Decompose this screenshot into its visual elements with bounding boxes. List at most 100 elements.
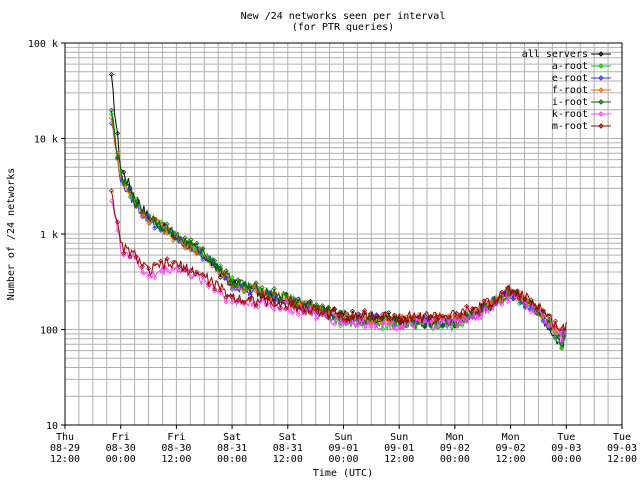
series-point	[404, 323, 410, 329]
legend-marker	[598, 87, 604, 93]
y-tick-label: 1 k	[40, 230, 58, 241]
series-point	[464, 318, 470, 324]
series-point	[475, 315, 481, 321]
series-point	[325, 315, 331, 321]
series-point	[158, 226, 164, 232]
x-tick-label: 12:00	[161, 454, 191, 465]
series-point	[559, 341, 565, 347]
series-point	[458, 321, 464, 327]
legend-marker	[598, 51, 604, 57]
legend-label: k-root	[552, 109, 588, 120]
series-point	[368, 325, 374, 330]
series-i-root	[108, 107, 567, 347]
series-point	[422, 318, 428, 324]
series-point	[170, 266, 176, 272]
series-point	[115, 219, 121, 225]
x-axis-ticks: Thu08-2912:00Fri08-3000:00Fri08-3012:00S…	[50, 425, 637, 465]
series-point	[325, 304, 331, 310]
series-point	[121, 169, 127, 175]
series-point	[108, 115, 114, 121]
y-tick-label: 100	[40, 326, 58, 337]
series-point	[374, 322, 380, 328]
legend-label: e-root	[552, 73, 588, 84]
series-point	[152, 225, 158, 231]
series-point	[182, 235, 188, 241]
x-tick-label: 00:00	[106, 454, 136, 465]
series-point	[146, 266, 152, 272]
series-point	[206, 257, 212, 263]
series-point	[338, 311, 343, 317]
y-tick-label: 10 k	[34, 135, 58, 146]
series-point	[458, 319, 464, 325]
series-point	[374, 313, 380, 319]
series-point	[440, 313, 446, 319]
series-point	[133, 203, 139, 209]
series-point	[176, 236, 182, 242]
series-point	[223, 299, 229, 305]
series-point	[392, 325, 398, 331]
series-point	[217, 287, 223, 293]
series-point	[194, 240, 200, 246]
series-point	[434, 324, 440, 330]
series-point	[121, 182, 127, 188]
series-point	[534, 307, 540, 312]
series-point	[410, 322, 416, 328]
series-line	[110, 110, 567, 345]
series-point	[253, 302, 259, 308]
series-point	[146, 274, 152, 280]
legend: all serversa-roote-rootf-rooti-rootk-roo…	[522, 49, 611, 132]
series-point	[505, 299, 511, 304]
x-tick-label: 12:00	[273, 454, 303, 465]
series-point	[307, 300, 313, 306]
x-tick-label: Sat	[223, 432, 241, 443]
series-line	[110, 190, 567, 332]
x-tick-label: 00:00	[440, 454, 470, 465]
series-point	[540, 318, 546, 324]
legend-marker	[598, 75, 604, 81]
x-tick-label: 12:00	[50, 454, 80, 465]
series-point	[470, 306, 475, 312]
series-e-root	[108, 120, 567, 341]
x-tick-label: Fri	[167, 432, 185, 443]
series-point	[223, 294, 229, 300]
series-point	[505, 285, 511, 291]
series-point	[229, 294, 235, 300]
series-point	[121, 250, 127, 256]
series-point	[108, 107, 114, 113]
series-point	[289, 310, 295, 316]
series-point	[108, 72, 114, 77]
series-point	[428, 315, 434, 320]
series-point	[344, 310, 349, 316]
x-tick-label: 08-31	[273, 443, 303, 454]
series-point	[108, 188, 114, 194]
series-point	[212, 286, 217, 292]
series-point	[301, 309, 307, 315]
series-point	[313, 307, 319, 313]
series-point	[511, 290, 516, 295]
series-point	[499, 294, 505, 300]
legend-marker	[598, 111, 604, 117]
chart-title-line-1: New /24 networks seen per interval	[241, 11, 446, 22]
series-point	[247, 290, 253, 296]
series-point	[559, 345, 565, 351]
series-point	[295, 296, 301, 302]
series-point	[410, 314, 416, 320]
series-point	[516, 295, 522, 300]
series-point	[540, 308, 546, 314]
series-point	[265, 291, 271, 297]
series-point	[127, 188, 133, 194]
x-tick-label: Sun	[390, 432, 408, 443]
series-point	[499, 302, 505, 308]
series-point	[271, 302, 277, 308]
series-point	[182, 245, 188, 251]
series-point	[133, 255, 139, 260]
series-point	[200, 272, 206, 278]
series-point	[540, 313, 546, 319]
series-point	[164, 221, 170, 227]
series-point	[188, 268, 194, 274]
series-point	[332, 315, 337, 321]
series-point	[553, 318, 558, 324]
series-point	[416, 314, 422, 320]
series-point	[229, 281, 235, 287]
series-point	[313, 302, 319, 308]
